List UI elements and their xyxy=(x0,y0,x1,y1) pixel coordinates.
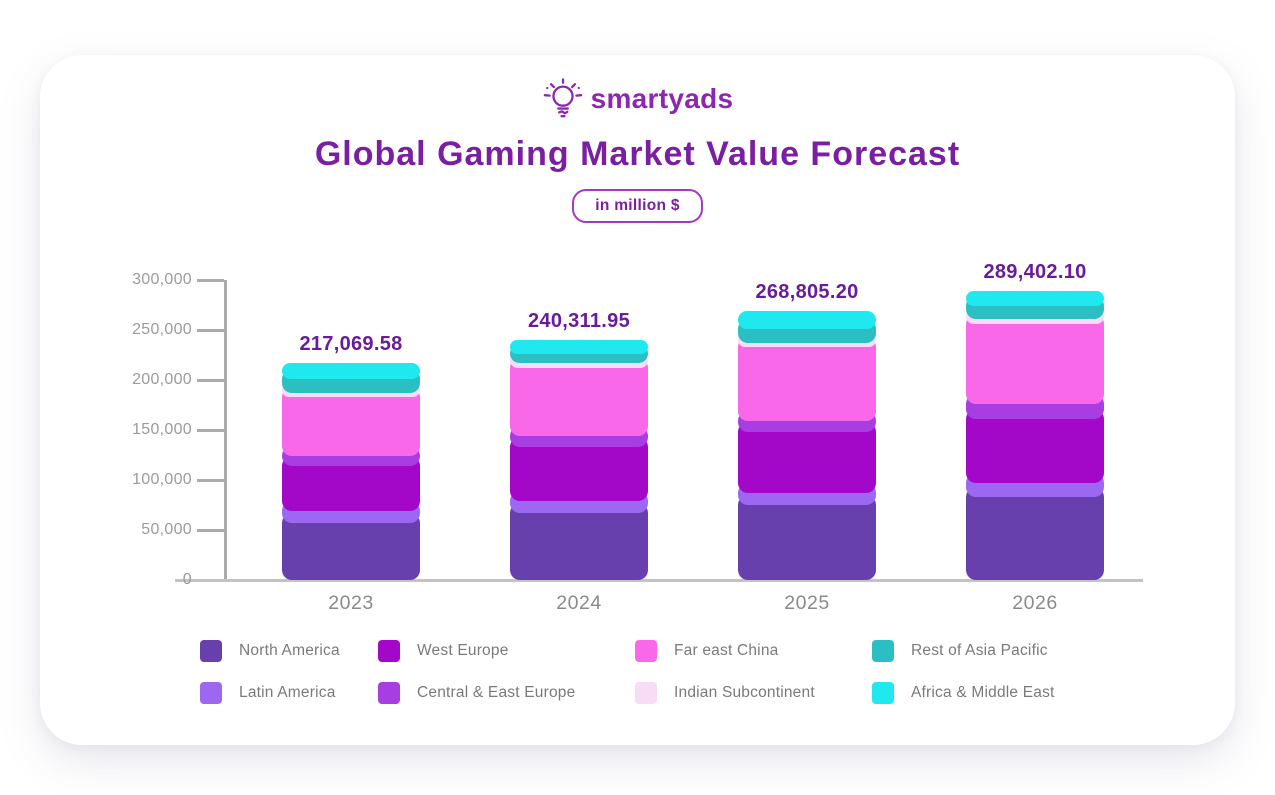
x-axis-line xyxy=(175,578,1143,582)
y-axis-tick xyxy=(197,529,224,532)
legend-label: Africa & Middle East xyxy=(911,684,1055,701)
legend-label: Rest of Asia Pacific xyxy=(911,642,1048,659)
bar-segment xyxy=(738,336,876,421)
bar-total-label: 240,311.95 xyxy=(528,309,630,332)
legend-item: Indian Subcontinent xyxy=(635,682,815,704)
bar-segment xyxy=(966,487,1104,580)
legend-item: Latin America xyxy=(200,682,336,704)
bar-segment xyxy=(966,314,1104,404)
legend-item: Far east China xyxy=(635,640,778,662)
legend-swatch xyxy=(200,640,222,662)
logo-wordmark: smartyads xyxy=(590,83,734,114)
x-axis-label: 2024 xyxy=(556,592,602,614)
legend-item: Central & East Europe xyxy=(378,682,575,704)
lightbulb-icon xyxy=(542,75,584,123)
legend-swatch xyxy=(635,640,657,662)
bar-segment xyxy=(282,387,420,456)
legend-swatch xyxy=(635,682,657,704)
chart-card: smartyads Global Gaming Market Value For… xyxy=(40,55,1235,745)
legend-item: Rest of Asia Pacific xyxy=(872,640,1048,662)
y-axis-line xyxy=(224,280,227,581)
legend-swatch xyxy=(200,682,222,704)
legend-label: Indian Subcontinent xyxy=(674,684,815,701)
y-axis-tick xyxy=(197,379,224,382)
legend-label: North America xyxy=(239,642,340,659)
legend-swatch xyxy=(378,640,400,662)
chart-title: Global Gaming Market Value Forecast xyxy=(314,135,961,173)
bar-segment xyxy=(738,421,876,493)
bar-segment xyxy=(282,362,420,379)
legend-item: West Europe xyxy=(378,640,509,662)
y-axis-tick xyxy=(197,429,224,432)
legend-item: North America xyxy=(200,640,340,662)
bar-total-label: 289,402.10 xyxy=(983,260,1087,283)
bar-segment xyxy=(966,408,1104,483)
legend-label: Central & East Europe xyxy=(417,684,576,701)
bar-total-label: 268,805.20 xyxy=(755,281,859,304)
y-axis-tick xyxy=(197,479,224,482)
unit-badge: in million $ xyxy=(572,189,703,223)
legend-label: Latin America xyxy=(239,684,336,701)
legend-swatch xyxy=(872,640,894,662)
bar-segment xyxy=(510,503,648,580)
y-axis-tick-label: 100,000 xyxy=(132,471,192,488)
y-axis-tick-label: 50,000 xyxy=(141,521,192,538)
bar-segment xyxy=(738,495,876,580)
bar-segment xyxy=(510,437,648,501)
legend-swatch xyxy=(872,682,894,704)
smartyads-logo: smartyads xyxy=(40,55,1235,127)
y-axis-tick xyxy=(197,329,224,332)
legend-item: Africa & Middle East xyxy=(872,682,1055,704)
y-axis-tick-label: 0 xyxy=(182,571,192,588)
legend-label: Far east China xyxy=(674,642,779,659)
bar-segment xyxy=(510,339,648,354)
bar-total-label: 217,069.58 xyxy=(299,332,403,355)
y-axis-tick-label: 200,000 xyxy=(132,371,192,388)
y-axis-tick-label: 150,000 xyxy=(132,421,192,438)
bar-segment xyxy=(282,513,420,580)
y-axis-tick-label: 300,000 xyxy=(132,271,192,288)
bar-segment xyxy=(510,357,648,436)
plot-area: 0 50,000 100,000 150,000 200,000 250,000 300,0… xyxy=(40,261,1235,614)
legend-label: West Europe xyxy=(417,642,509,659)
bar-segment xyxy=(966,290,1104,306)
x-axis-label: 2026 xyxy=(1012,592,1058,614)
y-axis-tick-label: 250,000 xyxy=(132,321,192,338)
bar-segment xyxy=(738,311,876,329)
legend-swatch xyxy=(378,682,400,704)
x-axis-label: 2023 xyxy=(328,592,374,614)
y-axis-tick xyxy=(197,279,224,282)
x-axis-label: 2025 xyxy=(784,592,830,614)
